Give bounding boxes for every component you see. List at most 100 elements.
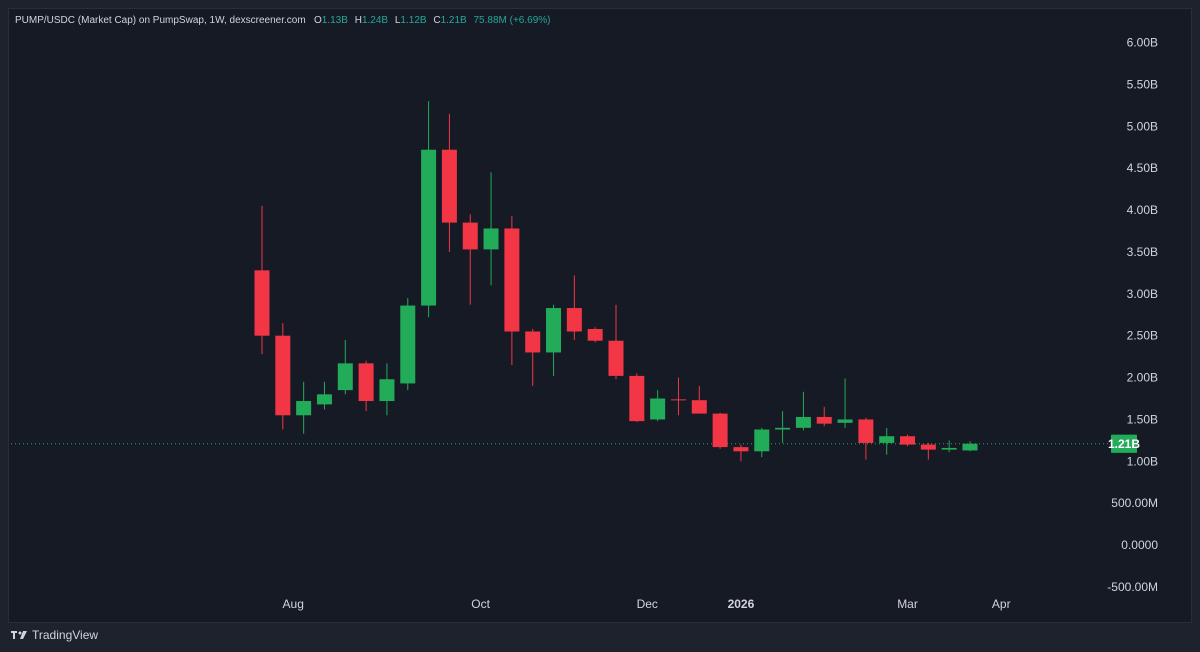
candle-body — [566, 308, 582, 332]
candle-body — [337, 363, 353, 391]
candle[interactable] — [733, 444, 749, 462]
candle-body — [316, 394, 332, 405]
candle-body — [462, 222, 478, 250]
candle-body — [816, 416, 832, 424]
candle[interactable] — [483, 172, 499, 286]
x-tick-label: 2026 — [728, 597, 755, 611]
candle[interactable] — [816, 406, 832, 427]
candle[interactable] — [920, 442, 936, 460]
chart-frame[interactable] — [8, 8, 1192, 623]
footer-brand[interactable]: TradingView — [10, 628, 98, 642]
candle-body — [608, 340, 624, 376]
candle-body — [795, 416, 811, 428]
candle-body — [421, 149, 437, 306]
candle-body — [670, 399, 686, 401]
candle[interactable] — [775, 411, 791, 443]
candle[interactable] — [546, 304, 562, 376]
candle-body — [441, 149, 457, 223]
x-tick-label: Apr — [992, 597, 1011, 611]
y-tick-label: 500.00M — [1111, 496, 1158, 510]
candle-body — [296, 401, 312, 416]
candle[interactable] — [462, 214, 478, 305]
candle[interactable] — [795, 391, 811, 431]
candle[interactable] — [754, 427, 770, 458]
y-tick-label: 5.00B — [1127, 119, 1158, 133]
candle[interactable] — [858, 417, 874, 460]
candle-body — [254, 270, 270, 336]
y-tick-label: 6.00B — [1127, 36, 1158, 50]
candle[interactable] — [879, 427, 895, 455]
candle[interactable] — [587, 327, 603, 343]
candle-body — [900, 436, 916, 445]
tradingview-logo-icon — [11, 631, 27, 639]
candle[interactable] — [650, 390, 666, 422]
candle-body — [650, 398, 666, 420]
candle-body — [775, 427, 791, 430]
candle[interactable] — [296, 381, 312, 434]
candle[interactable] — [962, 441, 978, 452]
candle-body — [504, 228, 520, 332]
candle[interactable] — [254, 205, 270, 355]
candle[interactable] — [670, 377, 686, 416]
candle[interactable] — [441, 113, 457, 252]
candle-body — [733, 447, 749, 452]
candle-body — [629, 375, 645, 422]
candle-body — [379, 379, 395, 402]
y-tick-label: 2.50B — [1127, 329, 1158, 343]
low-value: 1.12B — [400, 15, 427, 26]
candle[interactable] — [275, 323, 291, 430]
candle[interactable] — [837, 378, 853, 428]
candle[interactable] — [316, 381, 332, 410]
y-tick-label: 3.50B — [1127, 245, 1158, 259]
candle[interactable] — [608, 304, 624, 380]
candle-body — [962, 443, 978, 451]
y-tick-label: 1.00B — [1127, 454, 1158, 468]
high-label: H — [354, 15, 362, 26]
candle-body — [879, 436, 895, 443]
open-label: O — [314, 15, 322, 26]
brand-label: TradingView — [32, 628, 99, 642]
candle[interactable] — [400, 297, 416, 391]
candle[interactable] — [358, 360, 374, 412]
candle-body — [358, 363, 374, 402]
last-price-badge-bg — [1111, 434, 1137, 453]
y-tick-label: -500.00M — [1107, 580, 1158, 594]
y-tick-label: 5.50B — [1127, 77, 1158, 91]
x-tick-label: Dec — [637, 597, 658, 611]
y-tick-label: 3.00B — [1127, 287, 1158, 301]
candle-body — [691, 400, 707, 414]
candle[interactable] — [504, 215, 520, 366]
open-value: 1.13B — [321, 15, 348, 26]
candle[interactable] — [629, 373, 645, 422]
x-tick-label: Mar — [897, 597, 918, 611]
candle-body — [941, 447, 957, 450]
candle-body — [546, 308, 562, 353]
candle-body — [587, 328, 603, 341]
candle[interactable] — [421, 101, 437, 318]
last-price-label: 1.21B — [1108, 437, 1140, 451]
candle-body — [754, 429, 770, 452]
low-label: L — [394, 15, 401, 26]
candle[interactable] — [941, 440, 957, 453]
candle[interactable] — [525, 328, 541, 386]
y-tick-label: 4.50B — [1127, 161, 1158, 175]
high-value: 1.24B — [361, 15, 389, 26]
close-value: 1.21B — [440, 15, 467, 26]
close-label: C — [433, 15, 441, 26]
candle-body — [712, 413, 728, 448]
symbol-title: PUMP/USDC (Market Cap) on PumpSwap, 1W, … — [15, 15, 306, 26]
x-tick-label: Oct — [471, 597, 490, 611]
candle[interactable] — [566, 275, 582, 340]
candle[interactable] — [337, 339, 353, 395]
candle[interactable] — [691, 385, 707, 414]
chart-legend: PUMP/USDC (Market Cap) on PumpSwap, 1W, … — [15, 15, 551, 26]
y-tick-label: 1.50B — [1127, 412, 1158, 426]
candle[interactable] — [712, 412, 728, 449]
candle-body — [920, 444, 936, 450]
change-value: 75.88M (+6.69%) — [473, 15, 551, 26]
candle[interactable] — [379, 363, 395, 416]
y-tick-label: 4.00B — [1127, 203, 1158, 217]
y-tick-label: 0.0000 — [1121, 538, 1158, 552]
candle[interactable] — [900, 434, 916, 447]
